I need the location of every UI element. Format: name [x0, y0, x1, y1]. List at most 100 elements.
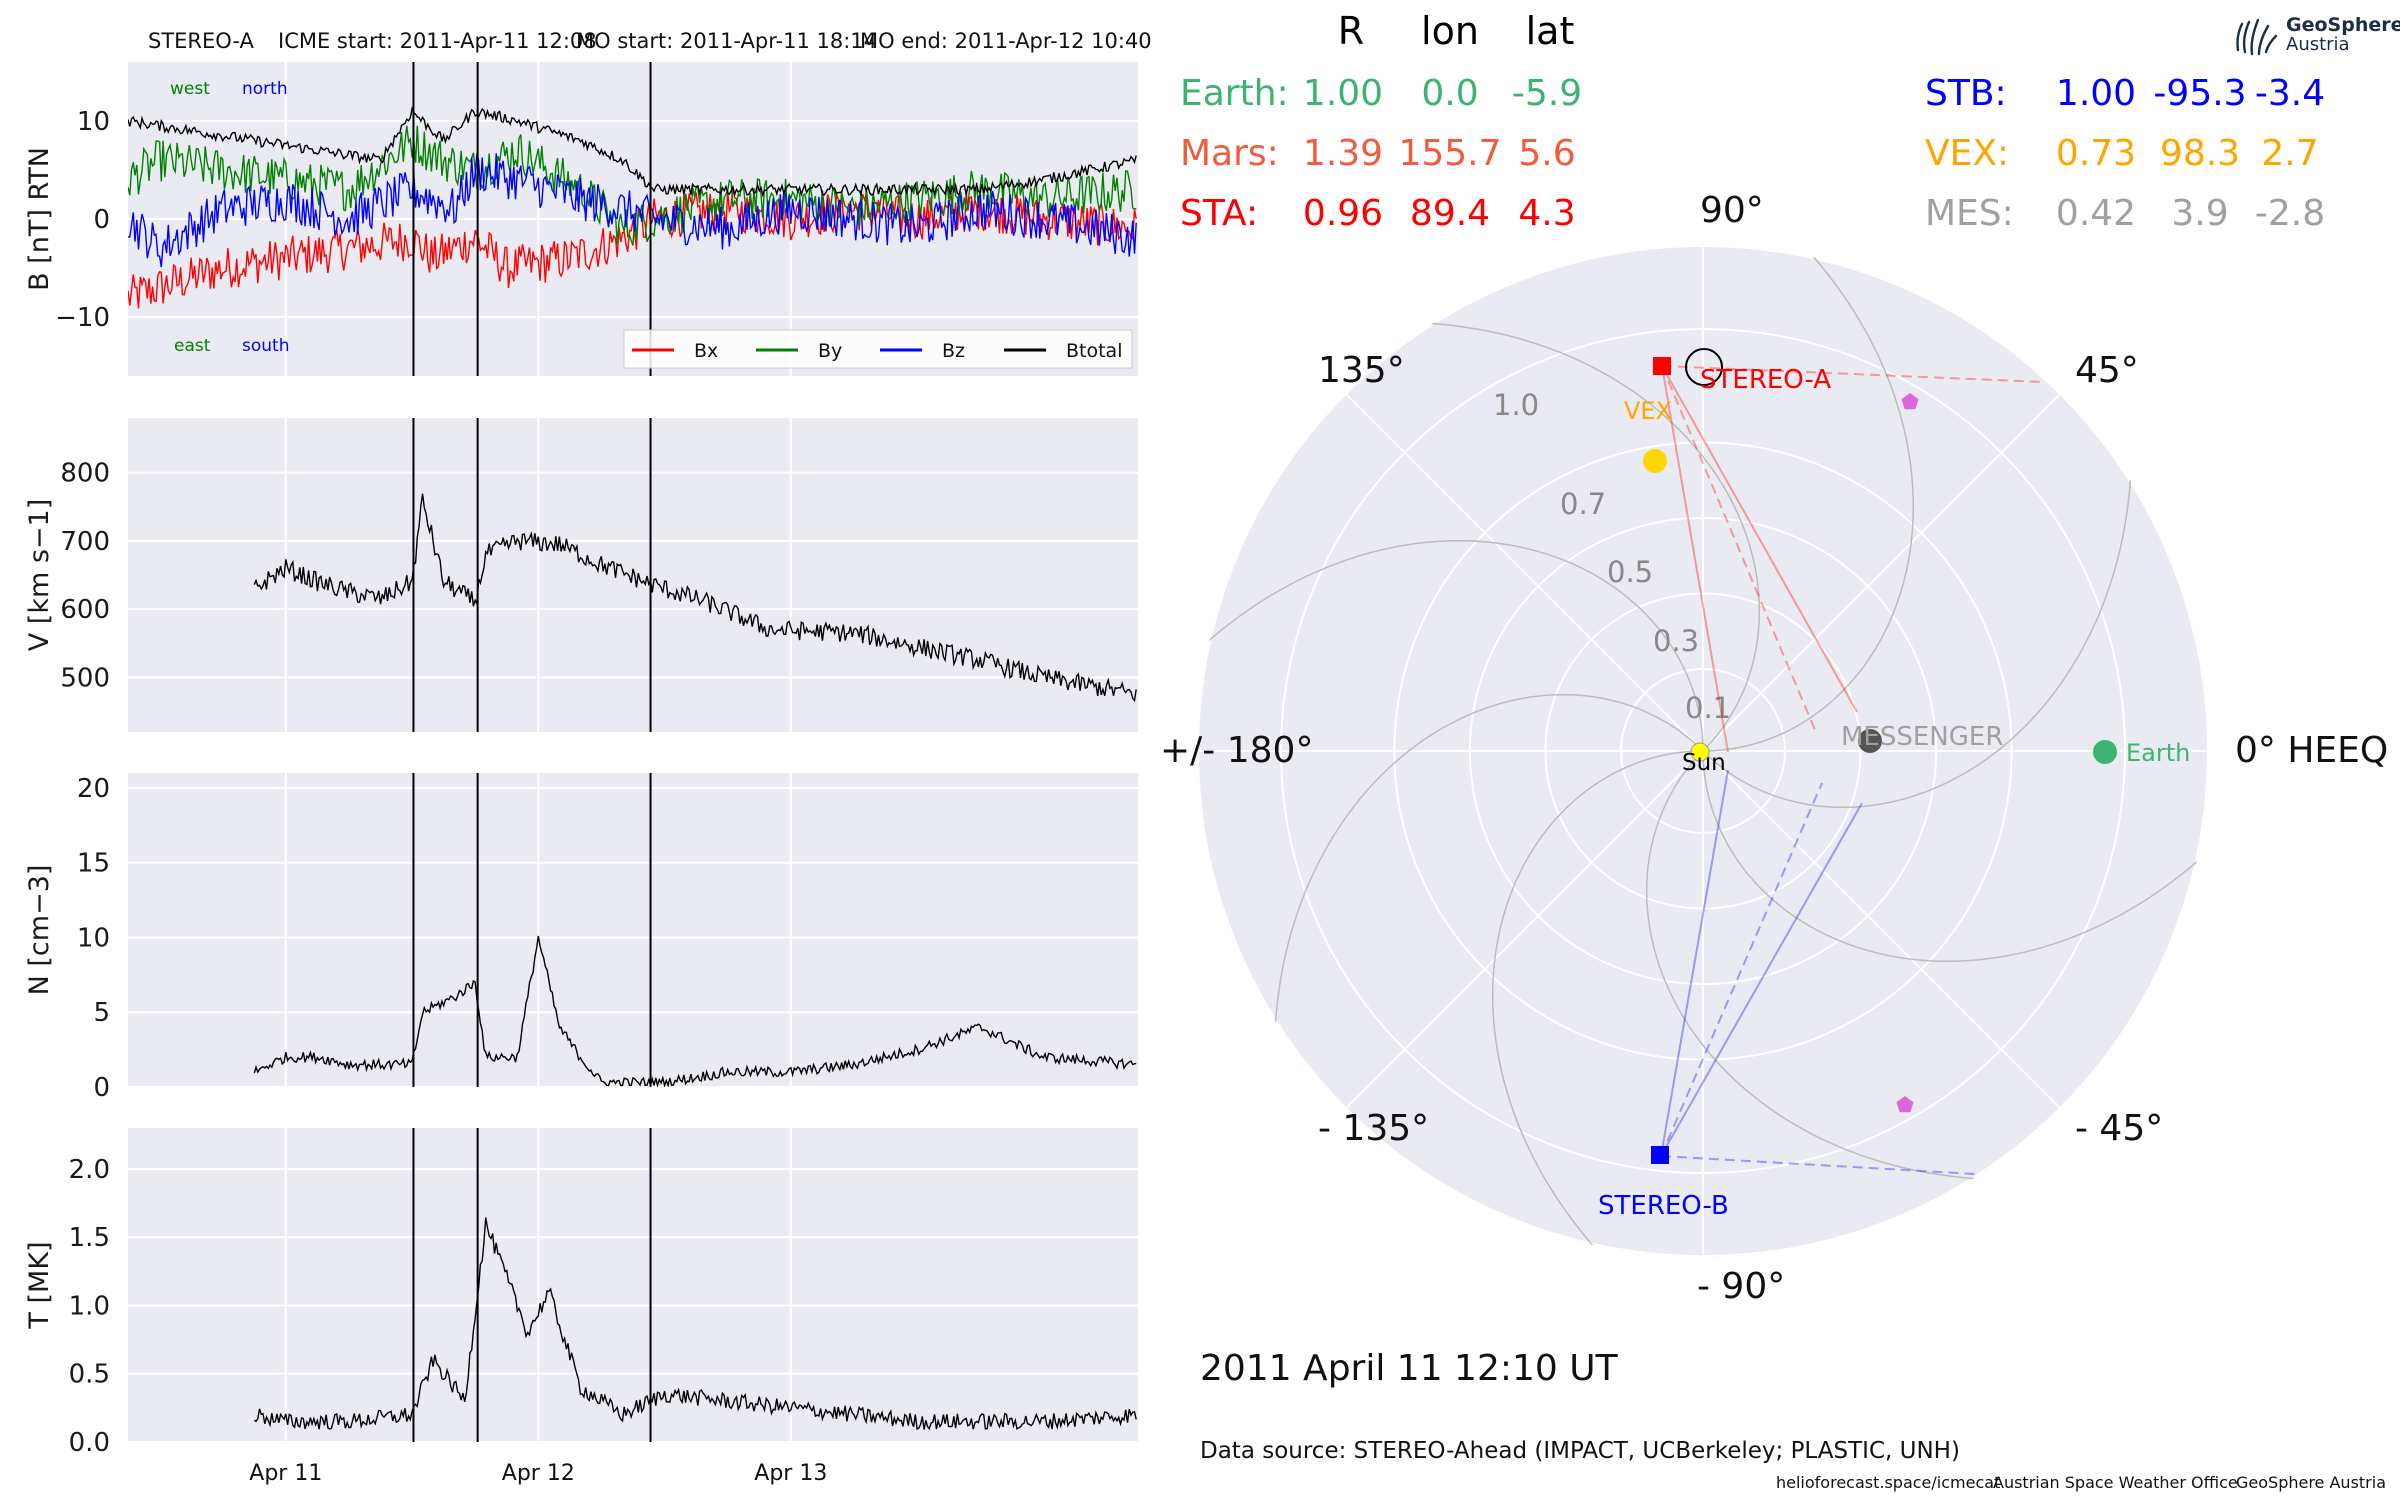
- y-tick-label: 1.5: [69, 1223, 110, 1253]
- y-axis-label: B [nT] RTN: [24, 147, 55, 291]
- geosphere-logo-icon: [2236, 18, 2278, 56]
- header-icme-start: ICME start: 2011-Apr-11 12:08: [278, 29, 597, 53]
- table-header: R: [1338, 9, 1364, 53]
- sta-ray-dashed: [1661, 365, 1816, 731]
- table-header: lat: [1526, 9, 1575, 53]
- time-series-panels: 10 0 −10B [nT] RTN west north east south Bx By Bz…: [24, 62, 1138, 1486]
- annotation-west: west: [170, 79, 210, 99]
- polar-spoke: [1702, 392, 2062, 752]
- parker-spiral: [1415, 321, 1761, 752]
- pentagon-marker: [1901, 393, 1919, 410]
- parker-spiral: [1702, 463, 2133, 809]
- row-name: STB:: [1925, 73, 2007, 114]
- polar-label-m90: - 90°: [1697, 1266, 1785, 1307]
- polar-spoke: [1702, 750, 2062, 1110]
- parker-spiral: [1197, 539, 1704, 752]
- vex-label: VEX: [1624, 397, 1672, 425]
- polar-label-m45: - 45°: [2075, 1108, 2163, 1149]
- parker-spiral: [1273, 693, 1704, 1039]
- row-lat: 4.3: [1518, 193, 1575, 234]
- polar-r-tick: 0.1: [1685, 691, 1731, 725]
- y-tick-label: 0: [93, 1073, 110, 1103]
- table-header: lon: [1421, 9, 1479, 53]
- row-r: 1.00: [2056, 73, 2136, 114]
- stereo-a-marker: [1653, 357, 1671, 375]
- y-tick-label: 5: [93, 998, 110, 1028]
- logo-sub: Austria: [2286, 34, 2350, 55]
- annotation-south: south: [242, 336, 289, 356]
- geosphere-logo: GeoSphere Austria: [2232, 12, 2400, 60]
- x-tick-label: Apr 12: [502, 1461, 575, 1486]
- logo-name: GeoSphere: [2286, 14, 2400, 36]
- row-r: 0.73: [2056, 133, 2136, 174]
- y-tick-label: 500: [60, 663, 110, 693]
- row-lon: -95.3: [2153, 73, 2246, 114]
- polar-label-0: 0° HEEQ: [2235, 730, 2388, 771]
- series-t: [253, 1217, 1137, 1431]
- footer-office: Austrian Space Weather Office: [1993, 1473, 2238, 1492]
- y-tick-label: 15: [77, 849, 110, 879]
- logo-text: GeoSphere Austria: [2286, 14, 2400, 55]
- polar-r-tick: 0.7: [1560, 487, 1606, 521]
- parker-spiral: [1702, 750, 2209, 963]
- data-source: Data source: STEREO-Ahead (IMPACT, UCBer…: [1200, 1438, 1960, 1464]
- row-lat: -2.8: [2255, 193, 2325, 234]
- polar-spoke: [1344, 392, 1704, 752]
- legend-box: [623, 329, 1133, 369]
- sta-ring: [1685, 348, 1723, 386]
- polar-label-90: 90°: [1700, 190, 1764, 231]
- x-tick-label: Apr 11: [249, 1461, 322, 1486]
- x-tick-label: Apr 13: [754, 1461, 827, 1486]
- row-r: 0.96: [1303, 193, 1383, 234]
- sun-marker: [1690, 742, 1710, 762]
- stb-ray-dashed: [1660, 1155, 1976, 1175]
- earth-marker: [2093, 740, 2117, 764]
- pentagon-marker: [1896, 1096, 1914, 1113]
- y-tick-label: 10: [77, 923, 110, 953]
- stereo-b-label: STEREO-B: [1598, 1191, 1729, 1221]
- row-name: STA:: [1180, 193, 1258, 234]
- stb-ray-dashed: [1660, 782, 1823, 1157]
- y-tick-label: −10: [55, 303, 110, 333]
- row-name: VEX:: [1925, 133, 2009, 174]
- legend-entry: Bz: [942, 340, 965, 362]
- y-tick-label: 700: [60, 527, 110, 557]
- parker-spiral: [1702, 245, 1915, 752]
- y-tick-label: 20: [77, 774, 110, 804]
- row-r: 1.00: [1303, 73, 1383, 114]
- row-lat: 5.6: [1518, 133, 1575, 174]
- series-by: [128, 125, 1137, 246]
- y-tick-label: 0.5: [69, 1360, 110, 1390]
- y-tick-label: 800: [60, 459, 110, 489]
- sta-ray: [1661, 365, 1858, 713]
- header-mo-end: MO end: 2011-Apr-12 10:40: [860, 29, 1152, 53]
- sta-ray: [1661, 365, 1729, 753]
- row-lon: 3.9: [2171, 193, 2228, 234]
- panel-background: [128, 1128, 1138, 1442]
- row-lat: 2.7: [2261, 133, 2318, 174]
- sun-label: Sun: [1682, 750, 1726, 776]
- row-r: 1.39: [1303, 133, 1383, 174]
- legend-entry: Btotal: [1066, 340, 1122, 362]
- row-lon: 98.3: [2160, 133, 2240, 174]
- panel-density: 20 15 10 5 0 N [cm−3]: [24, 773, 1138, 1103]
- polar-position-plot: 0.1 0.3 0.50.7 1.0 90° 45° 135° 0° HEEQ +/- 180°…: [1160, 190, 2388, 1307]
- polar-label-180: +/- 180°: [1160, 730, 1313, 771]
- polar-r-tick: 0.5: [1607, 555, 1653, 589]
- plot-timestamp: 2011 April 11 12:10 UT: [1200, 1348, 1619, 1389]
- row-r: 0.42: [2056, 193, 2136, 234]
- series-bz: [128, 153, 1137, 268]
- row-name: Mars:: [1180, 133, 1279, 174]
- header-mo-start: MO start: 2011-Apr-11 18:14: [576, 29, 877, 53]
- row-lat: -5.9: [1512, 73, 1582, 114]
- footer-org: GeoSphere Austria: [2236, 1473, 2386, 1492]
- series-btotal: [128, 105, 1137, 198]
- polar-label-45: 45°: [2075, 350, 2139, 391]
- y-tick-label: 2.0: [69, 1155, 110, 1185]
- series-bx: [128, 188, 1137, 309]
- polar-label-135: 135°: [1318, 350, 1405, 391]
- stereo-a-label: STEREO-A: [1700, 365, 1831, 395]
- parker-spiral: [1491, 750, 1704, 1257]
- row-name: Earth:: [1180, 73, 1289, 114]
